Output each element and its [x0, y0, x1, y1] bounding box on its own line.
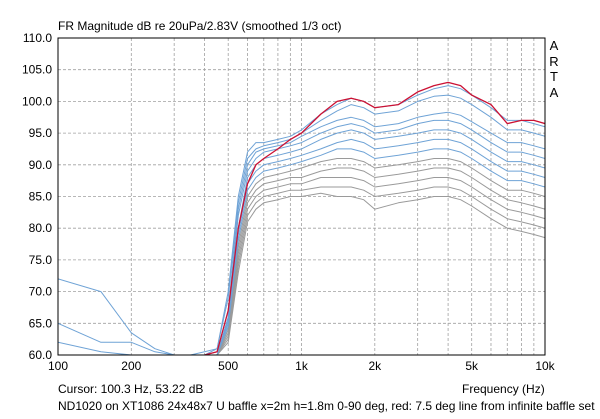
- x-axis-title: Frequency (Hz): [462, 382, 545, 396]
- arta-brand: A R T A: [548, 38, 560, 100]
- y-tick-label: 70.0: [29, 285, 53, 299]
- cursor-readout: Cursor: 100.3 Hz, 53.22 dB: [58, 382, 204, 396]
- x-tick-label: 10k: [535, 359, 555, 373]
- x-tick-label: 200: [121, 359, 141, 373]
- y-tick-label: 80.0: [29, 221, 53, 235]
- x-tick-label: 2k: [368, 359, 382, 373]
- y-tick-label: 75.0: [29, 253, 53, 267]
- x-tick-label: 5k: [465, 359, 479, 373]
- y-tick-label: 65.0: [29, 316, 53, 330]
- y-tick-label: 85.0: [29, 190, 53, 204]
- response-curve-blue: [58, 129, 545, 355]
- y-tick-label: 100.0: [22, 94, 52, 108]
- x-tick-label: 500: [218, 359, 238, 373]
- y-tick-label: 95.0: [29, 126, 53, 140]
- response-curve-gray: [58, 186, 545, 355]
- plot-frame: [57, 37, 546, 356]
- response-curve-blue: [58, 119, 545, 355]
- response-curve-gray: [58, 192, 545, 355]
- grid-lines: [58, 38, 545, 355]
- x-tick-label: 1k: [295, 359, 309, 373]
- response-curve-blue: [58, 111, 545, 355]
- y-tick-label: 60.0: [29, 348, 53, 362]
- series-group: [58, 81, 545, 355]
- y-tick-label: 90.0: [29, 158, 53, 172]
- y-tick-label: 110.0: [23, 31, 52, 45]
- brand-letter: A: [549, 38, 559, 53]
- brand-letter: T: [550, 69, 558, 84]
- brand-letter: R: [549, 53, 559, 69]
- measurement-caption: ND1020 on XT1086 24x48x7 U baffle x=2m h…: [58, 399, 595, 413]
- response-curve-gray: [58, 167, 545, 355]
- response-curve-blue: [58, 148, 545, 355]
- x-tick-label: 100: [48, 359, 68, 373]
- response-curve-blue: [58, 94, 545, 355]
- chart-title: FR Magnitude dB re 20uPa/2.83V (smoothed…: [58, 19, 342, 33]
- response-curve-gray: [58, 158, 545, 355]
- brand-letter: A: [549, 84, 559, 100]
- response-curve-gray: [58, 177, 545, 355]
- y-tick-label: 105.0: [22, 63, 52, 77]
- response-curve-blue: [58, 138, 545, 355]
- response-curve-red: [204, 81, 545, 355]
